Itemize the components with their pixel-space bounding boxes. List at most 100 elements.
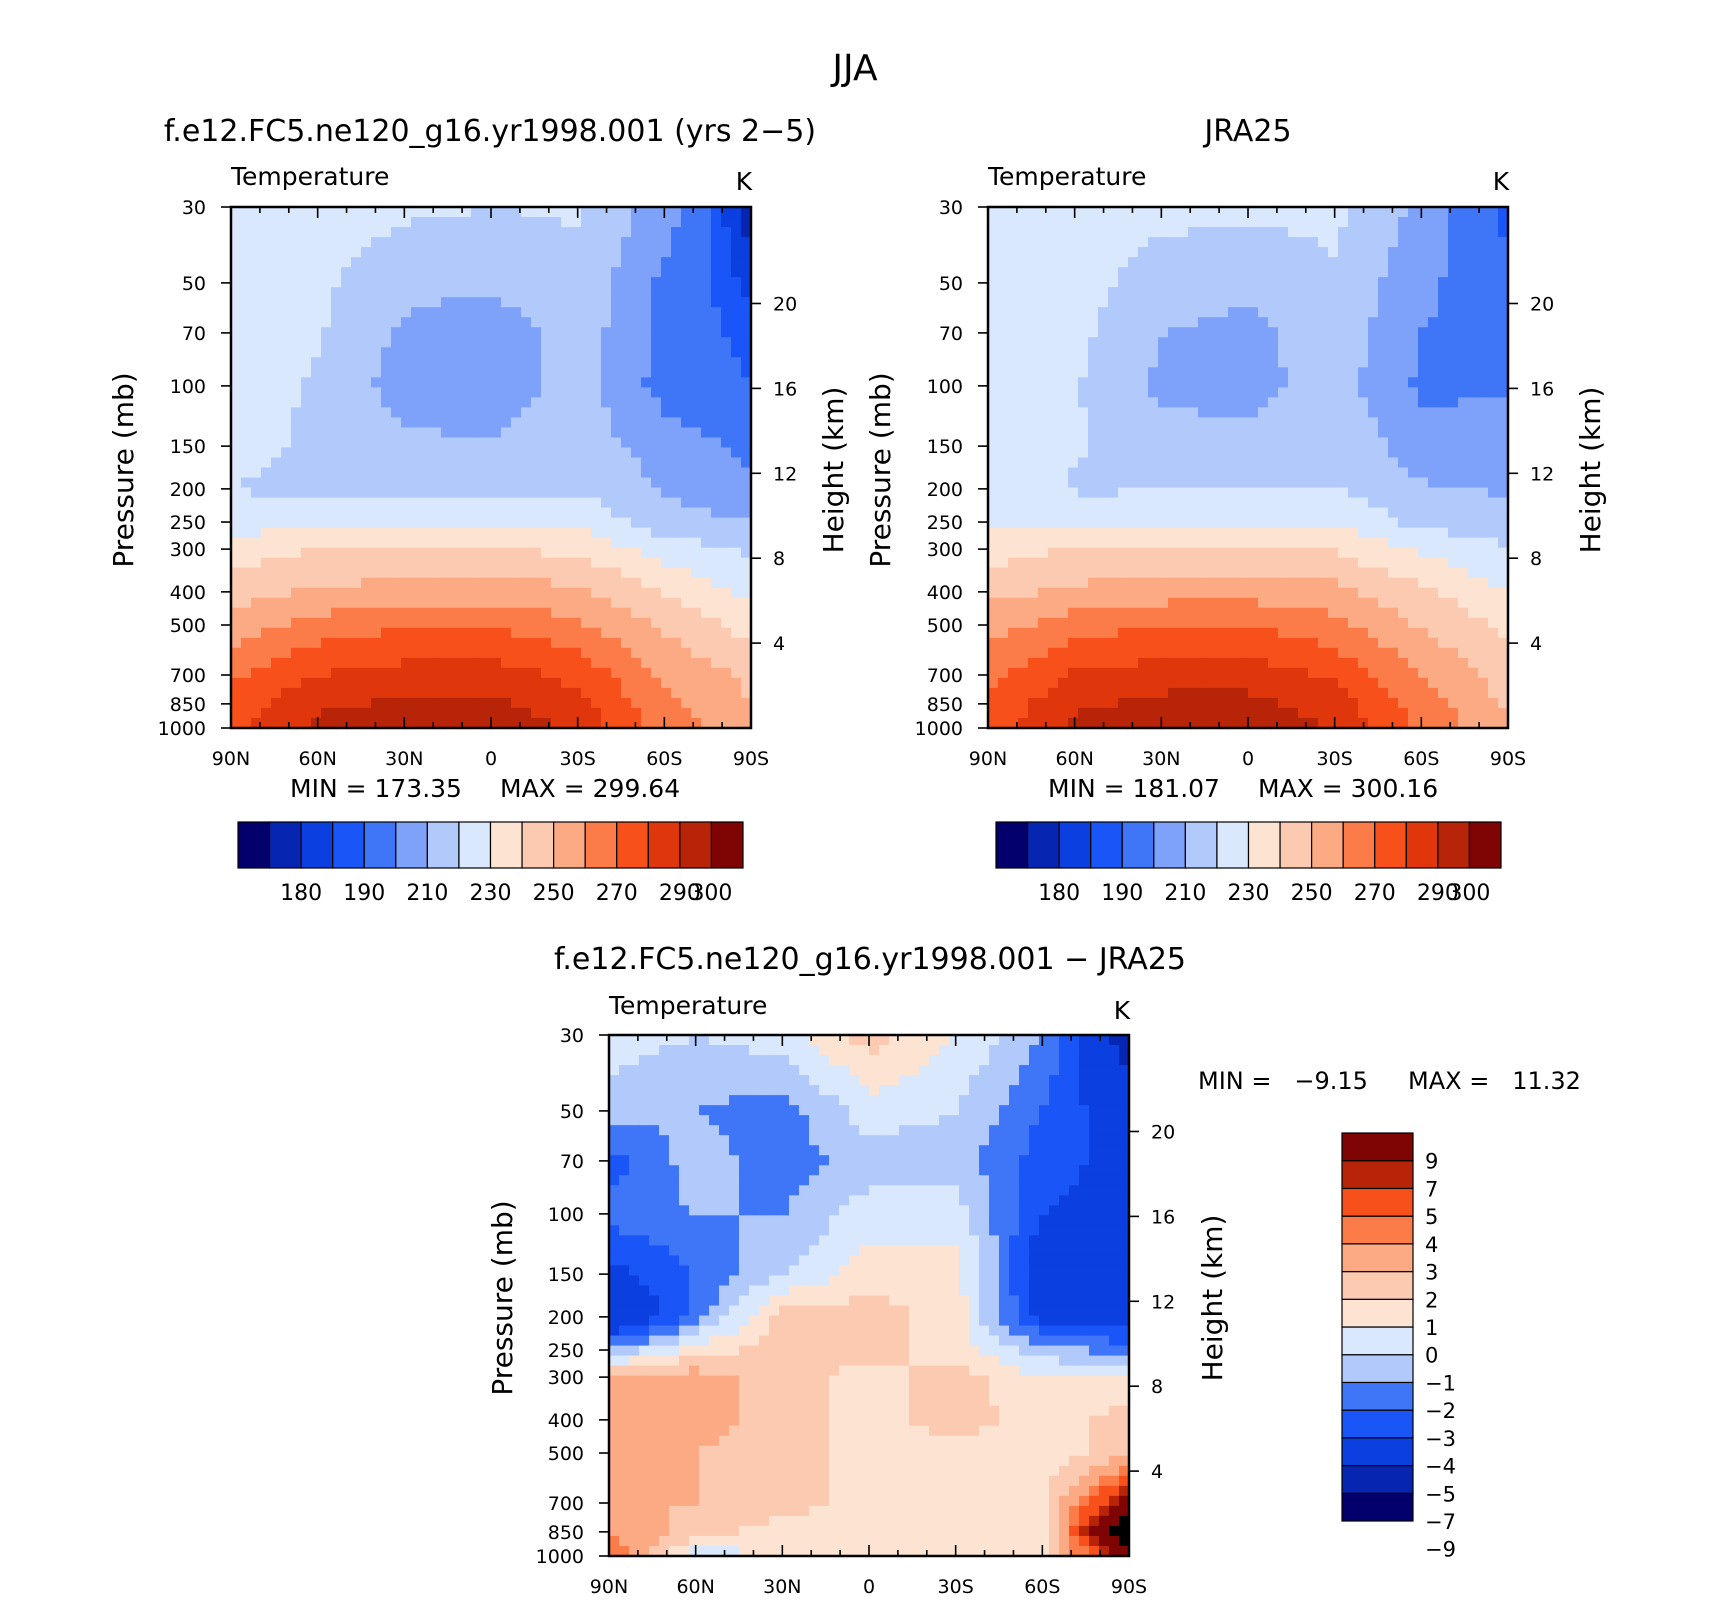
contour-cell [241, 567, 252, 579]
contour-cell [731, 617, 742, 629]
contour-cell [561, 277, 572, 288]
contour-cell [1018, 507, 1029, 519]
contour-cell [321, 577, 332, 589]
contour-cell [711, 687, 722, 699]
contour-cell [301, 347, 312, 358]
contour-cell [1078, 587, 1089, 599]
contour-cell [321, 487, 332, 499]
contour-cell [411, 277, 422, 288]
contour-cell [1178, 617, 1189, 629]
colorbar-box [679, 821, 713, 869]
contour-cell [301, 627, 312, 639]
contour-cell [311, 347, 322, 358]
contour-cell [1178, 257, 1189, 268]
contour-cell [681, 537, 692, 549]
contour-cell [441, 227, 452, 238]
contour-cell [1208, 277, 1219, 288]
contour-cell [1498, 517, 1508, 529]
contour-cell [1438, 457, 1449, 469]
contour-cell [1198, 457, 1209, 469]
contour-cell [1458, 267, 1469, 278]
contour-cell [321, 697, 332, 709]
contour-cell [988, 347, 999, 358]
contour-cell [331, 297, 342, 308]
contour-cell [321, 297, 332, 308]
contour-cell [351, 397, 362, 408]
contour-cell [1468, 307, 1479, 318]
contour-cell [531, 507, 542, 519]
contour-cell [1158, 607, 1169, 619]
contour-cell [1298, 597, 1309, 609]
contour-cell [401, 667, 412, 679]
contour-cell [551, 697, 562, 709]
contour-cell [1438, 247, 1449, 258]
contour-cell [1468, 367, 1479, 378]
contour-cell [1188, 417, 1199, 429]
contour-cell [1338, 297, 1349, 308]
contour-cell [481, 307, 492, 318]
contour-cell [401, 487, 412, 499]
contour-cell [351, 517, 362, 529]
contour-cell [321, 287, 332, 298]
contour-cell [711, 617, 722, 629]
contour-cell [701, 357, 712, 368]
contour-cell [301, 597, 312, 609]
contour-cell [1148, 477, 1159, 489]
contour-cell [1368, 237, 1379, 248]
contour-cell [301, 637, 312, 649]
contour-cell [1128, 397, 1139, 408]
contour-cell [261, 547, 272, 559]
contour-cell [1108, 347, 1119, 358]
contour-cell [1188, 387, 1199, 398]
contour-cell [521, 577, 532, 589]
contour-cell [1358, 507, 1369, 519]
contour-cell [691, 277, 702, 288]
contour-cell [731, 567, 742, 579]
contour-cell [381, 497, 392, 509]
contour-cell [601, 397, 612, 408]
contour-cell [551, 297, 562, 308]
contour-cell [381, 277, 392, 288]
contour-cell [411, 377, 422, 388]
contour-cell [341, 337, 352, 348]
contour-cell [611, 267, 622, 278]
contour-cell [721, 477, 732, 489]
contour-cell [1348, 247, 1359, 258]
contour-cell [581, 347, 592, 358]
contour-cell [1098, 247, 1109, 258]
contour-cell [631, 557, 642, 569]
contour-cell [671, 577, 682, 589]
contour-cell [291, 357, 302, 368]
contour-cell [671, 227, 682, 238]
contour-cell [481, 447, 492, 459]
contour-cell [731, 627, 742, 639]
contour-cell [1268, 497, 1279, 509]
contour-cell [1048, 207, 1059, 218]
contour-cell [1378, 447, 1389, 459]
contour-cell [1038, 617, 1049, 629]
contour-cell [1028, 487, 1039, 499]
contour-cell [1208, 437, 1219, 449]
contour-cell [331, 257, 342, 268]
contour-cell [1358, 227, 1369, 238]
contour-cell [261, 587, 272, 599]
contour-cell [1338, 347, 1349, 358]
contour-cell [301, 227, 312, 238]
contour-cell [1008, 587, 1019, 599]
contour-cell [701, 557, 712, 569]
contour-cell [661, 607, 672, 619]
contour-cell [1438, 407, 1449, 418]
contour-cell [1368, 387, 1379, 398]
contour-cell [1028, 237, 1039, 248]
contour-cell [711, 517, 722, 529]
contour-cell [551, 437, 562, 449]
contour-cell [1278, 417, 1289, 429]
contour-cell [1338, 537, 1349, 549]
contour-cell [281, 427, 292, 439]
contour-cell [731, 497, 742, 509]
contour-cell [441, 507, 452, 519]
contour-cell [1178, 527, 1189, 539]
contour-cell [241, 697, 252, 709]
contour-cell [501, 337, 512, 348]
contour-cell [1488, 447, 1499, 459]
